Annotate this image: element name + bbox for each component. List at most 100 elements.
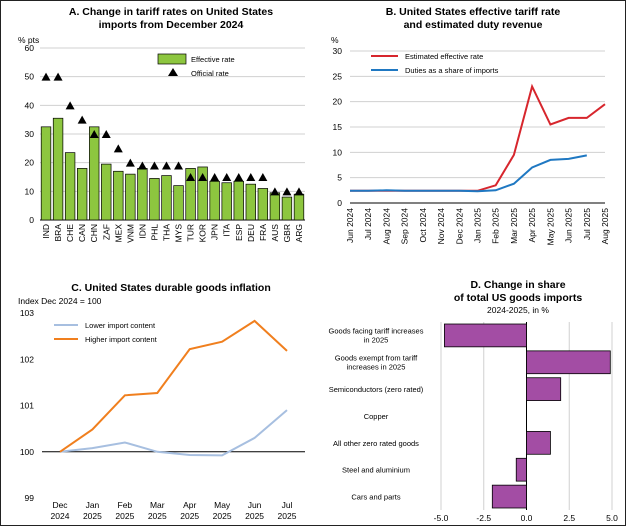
y-tick-label-b: 30 — [333, 46, 343, 56]
legend-label-official-rate: Official rate — [191, 69, 229, 78]
bar-effective-ind — [40, 126, 52, 221]
bar-effective-aus — [269, 192, 281, 221]
bar-effective-mex — [113, 170, 124, 221]
marker-official-ita — [222, 173, 232, 181]
y-tick-label-c: 101 — [20, 401, 34, 411]
panel-b-title-line-1: B. United States effective tariff rate — [386, 6, 561, 18]
x-tick-label-arg: ARG — [294, 224, 304, 242]
bar-effective-deu — [245, 183, 256, 221]
marker-official-fra — [258, 173, 268, 181]
marker-official-deu — [246, 173, 256, 181]
bar-effective-phl — [149, 178, 160, 221]
y-tick-label-a: 20 — [25, 158, 35, 168]
panel-c-x-ticks: Dec 2024 Jan 2025 Feb 2025 Mar 2025 Apr 2025 May 20… — [51, 500, 297, 521]
bar-effective-arg — [293, 193, 305, 221]
marker-official-gbr — [282, 187, 292, 196]
bar-effective-fra — [257, 188, 269, 221]
y-tick-label-b: 5 — [337, 173, 342, 183]
y-tick-label-a: 30 — [25, 129, 35, 139]
x-tick-label-fra: FRA — [258, 224, 268, 241]
y-tick-label-b: 10 — [333, 147, 343, 157]
panel-a-gridlines — [40, 47, 305, 221]
x-tick-label-bra: BRA — [53, 224, 63, 242]
bar-effective-can — [76, 168, 88, 221]
x-tick-label-ind: IND — [41, 224, 51, 239]
line-duties-as-a-share-of-imports — [350, 154, 587, 193]
x-tick-label-jul-2025: Jul 2025 — [582, 208, 592, 240]
panel-b-title-line-2: and estimated duty revenue — [404, 19, 543, 31]
panel-b-y-ticks: 0 5 10 15 20 25 30 — [333, 46, 343, 208]
panel-c-lines — [42, 319, 305, 457]
x-tick-label-nov-2024: Nov 2024 — [436, 208, 446, 245]
y-tick-label-c: 99 — [25, 493, 35, 503]
bar-steel-and-aluminium — [515, 457, 527, 482]
x-tick-label-jpn: JPN — [210, 224, 220, 240]
x-tick-label-phl: PHL — [149, 224, 159, 241]
category-label-goods-facing-tariff-increases-in-2025: Goods facing tariff increases in 2025 — [329, 326, 424, 344]
legend-label-higher-import-content: Higher import content — [85, 335, 158, 344]
panel-b-lines — [350, 83, 606, 193]
panel-b-x-ticks: Jun 2024 Jul 2024 Aug 2024 Sep 2024 Oct 2024… — [345, 208, 610, 246]
legend-label-duties-share: Duties as a share of imports — [405, 66, 499, 75]
y-tick-label-b: 20 — [333, 97, 343, 107]
x-tick-label-may-2025: May 2025 — [545, 208, 555, 246]
panel-d-x-ticks: -5.0 -2.5 0.0 2.5 5.0 — [434, 513, 619, 523]
bar-semiconductors-zero-rated — [526, 377, 562, 401]
x-tick-label-chn: CHN — [89, 224, 99, 242]
bar-effective-che — [64, 152, 76, 221]
bar-effective-idn — [137, 168, 148, 221]
marker-official-mex — [113, 144, 123, 153]
panel-c-ylabel: Index Dec 2024 = 100 — [18, 296, 102, 306]
panel-d-bars — [444, 323, 611, 509]
x-tick-label-aug-2024: Aug 2024 — [381, 208, 391, 245]
bar-effective-tur — [185, 168, 196, 221]
y-tick-label-c: 102 — [20, 354, 34, 364]
x-tick-label-tha: THA — [161, 224, 171, 241]
marker-official-arg — [294, 187, 304, 196]
x-tick-label-zaf: ZAF — [101, 224, 111, 240]
x-tick-label-jan-2025: Jan 2025 — [473, 208, 483, 243]
bar-effective-bra — [52, 117, 64, 221]
y-tick-label-b: 15 — [333, 122, 343, 132]
panel-d-title-line-2: of total US goods imports — [454, 292, 582, 304]
x-tick-label-mys: MYS — [174, 224, 184, 243]
marker-official-aus — [270, 187, 280, 196]
x-tick-label-dec-2024: Dec 2024 — [454, 208, 464, 245]
bar-effective-esp — [233, 180, 244, 221]
x-tick-label-jul-2025: Jul 2025 — [278, 500, 297, 521]
x-tick-label-feb-2025: Feb 2025 — [491, 208, 501, 244]
marker-official-phl — [149, 161, 159, 170]
x-tick-label-d: 5.0 — [606, 513, 618, 523]
x-tick-label-may-2025: May 2025 — [213, 500, 232, 521]
panel-a-title-line-2: imports from December 2024 — [99, 19, 244, 31]
panel-a: A. Change in tariff rates on United Stat… — [18, 6, 305, 243]
y-tick-label-a: 10 — [25, 186, 35, 196]
x-tick-label-kor: KOR — [198, 224, 208, 242]
y-tick-label-c: 100 — [20, 447, 34, 457]
bar-effective-gbr — [281, 196, 293, 221]
x-tick-label-aug-2025: Aug 2025 — [600, 208, 610, 245]
line-lower-import-content — [59, 409, 288, 457]
x-tick-label-d: 2.5 — [563, 513, 575, 523]
x-tick-label-apr-2025: Apr 2025 — [527, 208, 537, 243]
category-label-copper: Copper — [364, 412, 389, 421]
legend-label-estimated-effective-rate: Estimated effective rate — [405, 52, 483, 61]
panel-d-category-labels: Goods facing tariff increases in 2025 Good… — [329, 326, 424, 501]
bar-effective-vnm — [125, 173, 136, 221]
marker-official-zaf — [101, 130, 111, 138]
bar-goods-exempt-from-tariff-increases-in-2025 — [526, 350, 611, 375]
marker-official-vnm — [125, 158, 135, 167]
x-tick-label-d: 0.0 — [521, 513, 533, 523]
x-tick-label-idn: IDN — [137, 224, 147, 239]
bar-cars-and-parts — [491, 484, 527, 509]
x-tick-label-mar-2025: Mar 2025 — [509, 208, 519, 244]
bar-effective-jpn — [209, 180, 220, 221]
panel-a-markers — [41, 72, 304, 196]
category-label-goods-exempt-from-tariff-increases-in-2025: Goods exempt from tariff increases in 202… — [335, 353, 418, 371]
category-label-semiconductors-zero-rated: Semiconductors (zero rated) — [329, 385, 424, 394]
x-tick-label-mar-2025: Mar 2025 — [148, 500, 167, 521]
x-tick-label-can: CAN — [77, 224, 87, 242]
panel-a-y-ticks: 0 10 20 30 40 50 60 — [25, 43, 35, 225]
